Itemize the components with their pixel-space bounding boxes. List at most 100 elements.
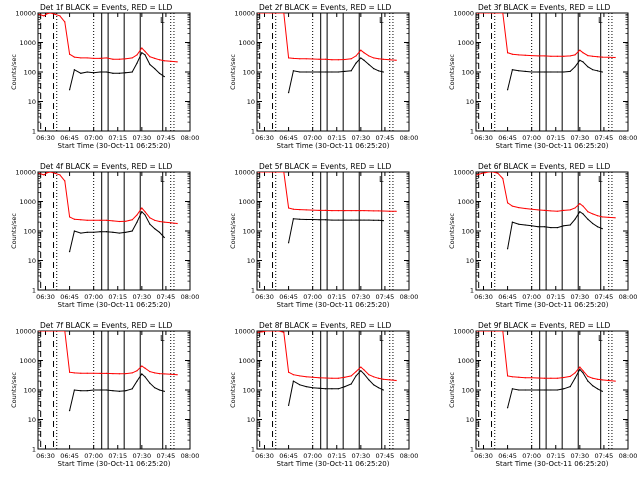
lld-data-point — [144, 50, 146, 52]
x-tick-label: 07:30 — [570, 452, 589, 460]
y-tick-label: 1000 — [238, 39, 255, 47]
y-tick-label: 100 — [24, 228, 36, 236]
lld-data-point — [574, 372, 576, 374]
lld-data-point — [601, 379, 603, 381]
x-tick-label: 08:00 — [181, 293, 200, 301]
chart-panel-9: Det 9f BLACK = Events, RED = LLD 06:30 06:… — [448, 321, 637, 468]
x-tick-label: 06:45 — [498, 134, 517, 142]
lld-data-point — [86, 372, 88, 374]
y-tick-label: 1000 — [19, 39, 36, 47]
events-data-point — [596, 70, 599, 72]
events-data-point — [601, 71, 603, 73]
y-tick-label: 10000 — [453, 169, 474, 177]
events-data-point — [141, 211, 143, 213]
lld-data-point — [569, 209, 571, 211]
events-data-point — [579, 59, 581, 61]
lld-data-point — [592, 213, 594, 215]
lld-data-point — [136, 214, 138, 216]
lld-data-point — [318, 58, 320, 60]
x-axis-label: Start Time (30-Oct-11 06:25:20) — [277, 460, 390, 468]
y-tick-label: 10 — [28, 98, 36, 106]
lld-data-point — [112, 220, 114, 222]
lld-data-point — [278, 331, 280, 332]
lld-data-point — [80, 57, 82, 59]
events-data-point — [563, 388, 565, 390]
events-data-point — [537, 226, 539, 228]
events-data-point — [344, 219, 346, 221]
y-tick-label: 1 — [251, 128, 255, 136]
x-tick-label: 07:15 — [108, 134, 127, 142]
events-data-point — [149, 223, 151, 225]
chart-panel-3: Det 3f BLACK = Events, RED = LLD 06:30 06:… — [448, 3, 637, 150]
y-tick-label: 10000 — [234, 10, 255, 18]
lld-data-point — [550, 55, 552, 57]
lld-data-point — [579, 366, 581, 368]
plot-frame — [37, 12, 191, 132]
events-data-point — [506, 89, 509, 91]
lld-data-point — [176, 61, 178, 63]
events-data-point — [125, 231, 127, 233]
x-axis-label: Start Time (30-Oct-11 06:25:20) — [58, 142, 171, 150]
events-data-point — [531, 71, 533, 73]
events-data-point — [579, 368, 581, 370]
series-group — [38, 13, 178, 91]
y-tick-label: 100 — [243, 69, 255, 77]
lld-data-point — [395, 210, 397, 212]
y-tick-label: 100 — [24, 387, 36, 395]
x-tick-label: 07:00 — [303, 293, 322, 301]
lld-data-point — [563, 55, 565, 57]
lld-data-point — [64, 331, 66, 332]
lld-data-point — [144, 211, 146, 213]
series-group — [257, 172, 397, 244]
lld-data-point — [344, 376, 346, 378]
y-tick-label: 1 — [32, 287, 36, 295]
y-tick-label: 10 — [28, 416, 36, 424]
lld-data-point — [487, 13, 489, 14]
y-tick-label: 1000 — [19, 198, 36, 206]
events-data-point — [292, 380, 294, 382]
x-tick-label: 08:00 — [400, 293, 419, 301]
lld-data-point — [154, 372, 156, 374]
lld-data-point — [105, 57, 108, 59]
lld-data-point — [125, 372, 127, 375]
lld-data-point — [93, 372, 95, 374]
y-tick-label: 10000 — [234, 328, 255, 336]
lld-data-point — [46, 13, 48, 15]
x-axis-label: Start Time (30-Oct-11 06:25:20) — [277, 301, 390, 309]
x-tick-label: 07:00 — [522, 293, 541, 301]
events-data-point — [506, 407, 509, 409]
lld-data-point — [99, 372, 101, 375]
events-data-point — [350, 219, 352, 221]
lld-data-point — [54, 13, 56, 15]
events-data-point — [337, 388, 339, 390]
lld-data-point — [318, 377, 320, 379]
events-data-point — [363, 59, 365, 61]
events-data-point — [141, 52, 143, 54]
x-tick-label: 06:30 — [255, 293, 274, 301]
events-data-point — [518, 223, 520, 225]
y-axis-label: Counts/sec — [229, 213, 237, 249]
lld-data-point — [395, 379, 397, 382]
lld-data-point — [170, 60, 172, 62]
events-data-point — [163, 75, 165, 78]
x-tick-label: 08:00 — [181, 452, 200, 460]
events-data-point — [299, 218, 301, 220]
events-data-point — [582, 61, 584, 63]
x-tick-label: 06:30 — [474, 293, 493, 301]
x-tick-label: 07:00 — [84, 452, 103, 460]
events-series-line — [288, 218, 384, 243]
lld-data-point — [579, 49, 581, 51]
events-data-point — [518, 70, 520, 72]
events-data-point — [556, 227, 558, 229]
lld-data-point — [268, 172, 270, 173]
series-group — [476, 331, 616, 409]
lld-data-point — [502, 177, 504, 180]
events-data-point — [587, 66, 589, 68]
y-axis-label: Counts/sec — [10, 372, 18, 408]
events-data-point — [105, 231, 108, 233]
lld-data-point — [556, 377, 558, 379]
lld-data-point — [38, 13, 40, 15]
lld-data-point — [614, 380, 616, 382]
lld-data-point — [278, 172, 280, 173]
y-tick-label: 1 — [32, 128, 36, 136]
